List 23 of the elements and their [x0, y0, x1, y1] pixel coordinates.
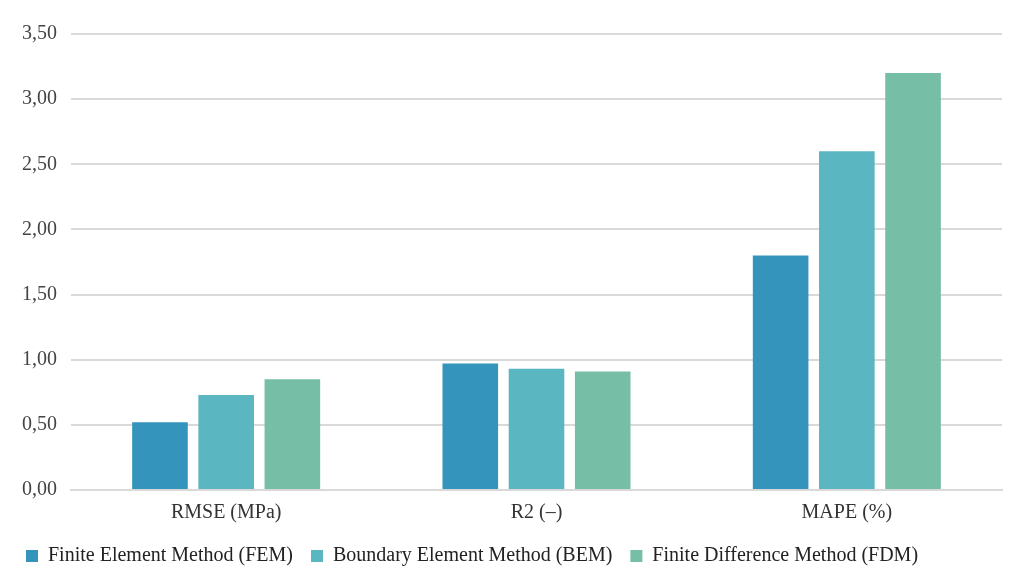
x-tick-label: R2 (–): [510, 500, 563, 524]
y-tick-label: 3,00: [22, 86, 57, 109]
bar: [885, 73, 941, 489]
legend-label: Finite Element Method (FEM): [48, 543, 293, 567]
y-tick-label: 1,50: [22, 281, 57, 304]
y-tick-label: 2,00: [22, 216, 57, 239]
legend-label: Finite Difference Method (FDM): [652, 543, 919, 567]
bar: [442, 363, 499, 489]
y-tick-label: 2,50: [22, 151, 57, 174]
bar: [264, 379, 321, 489]
bar: [508, 368, 565, 489]
y-tick-label: 1,00: [22, 346, 57, 369]
bar: [132, 422, 188, 489]
y-tick-label: 0,50: [22, 412, 57, 435]
bar: [819, 151, 875, 489]
bar: [752, 255, 809, 489]
bar: [198, 394, 254, 489]
y-tick-label: 3,50: [22, 21, 57, 44]
legend-label: Boundary Element Method (BEM): [332, 543, 613, 567]
y-tick-label: 0,00: [22, 477, 57, 500]
x-tick-label: RMSE (MPa): [170, 500, 282, 524]
x-tick-label: MAPE (%): [801, 500, 893, 524]
bar: [574, 371, 631, 489]
